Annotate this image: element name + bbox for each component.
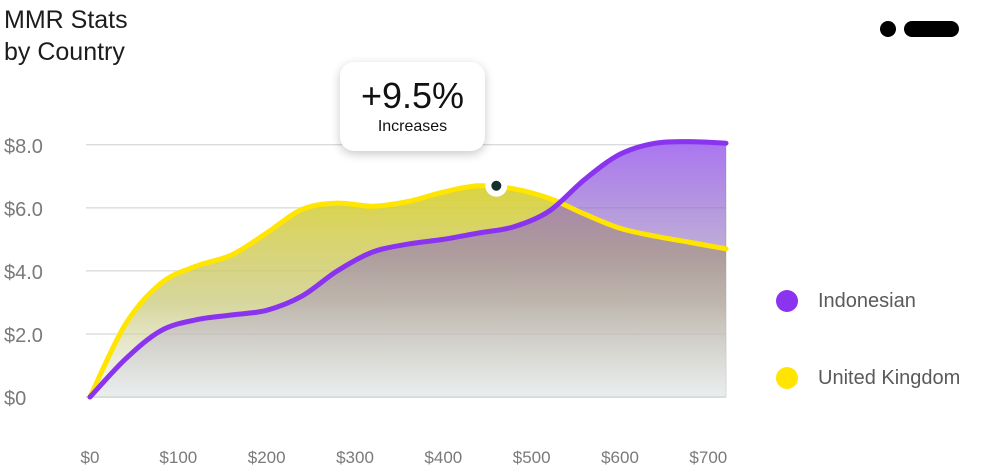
x-tick-label: $700 xyxy=(689,448,727,467)
x-tick-label: $500 xyxy=(513,448,551,467)
chart-title: MMR Stats by Country xyxy=(4,4,128,68)
tooltip-value: +9.5% xyxy=(360,75,465,116)
x-tick-label: $400 xyxy=(424,448,462,467)
legend-swatch-united-kingdom xyxy=(776,367,798,389)
legend-label-united-kingdom: United Kingdom xyxy=(818,367,961,389)
x-tick-label: $200 xyxy=(248,448,286,467)
series-line-united-kingdom xyxy=(87,183,729,400)
tooltip-marker xyxy=(485,174,508,197)
series-lines xyxy=(87,139,729,400)
legend-label-indonesian: Indonesian xyxy=(818,290,916,312)
series-line-indonesian xyxy=(87,139,729,400)
x-tick-label: $100 xyxy=(159,448,197,467)
more-menu-icon[interactable] xyxy=(880,21,960,37)
y-tick-label: $8.0 xyxy=(4,136,43,158)
y-tick-label: $0 xyxy=(4,388,26,410)
y-tick-label: $4.0 xyxy=(4,262,43,284)
menu-dot-icon xyxy=(880,21,896,37)
y-tick-label: $6.0 xyxy=(4,199,43,221)
tooltip-point[interactable] xyxy=(491,180,502,191)
axis-ticks: $0 $2.0 $4.0 $6.0 $8.0 $0 $100 $200 $300 $400 $500… xyxy=(4,136,727,467)
x-tick-label: $600 xyxy=(601,448,639,467)
chart-title-line-1: MMR Stats xyxy=(4,6,128,34)
menu-pill-icon xyxy=(904,21,959,37)
tooltip-label: Increases xyxy=(377,118,448,135)
chart-title-line-2: by Country xyxy=(4,38,125,66)
x-tick-label: $300 xyxy=(336,448,374,467)
tooltip-card: +9.5% Increases xyxy=(340,62,485,151)
y-tick-label: $2.0 xyxy=(4,325,43,347)
legend-swatch-indonesian xyxy=(776,290,798,312)
x-tick-label: $0 xyxy=(81,448,100,467)
